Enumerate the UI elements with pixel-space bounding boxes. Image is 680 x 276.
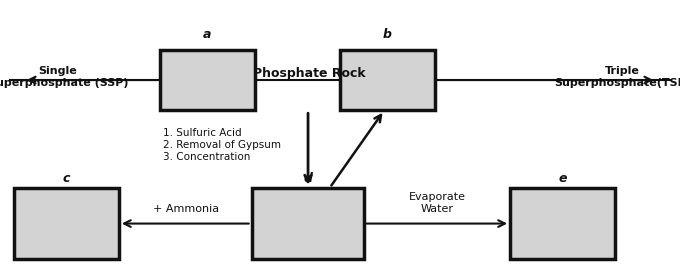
Text: + Ammonia: + Ammonia: [152, 204, 219, 214]
FancyBboxPatch shape: [160, 50, 255, 110]
Text: c: c: [63, 171, 70, 185]
Text: Evaporate
Water: Evaporate Water: [409, 192, 466, 214]
Text: d: d: [303, 171, 313, 185]
FancyBboxPatch shape: [252, 188, 364, 259]
FancyBboxPatch shape: [340, 50, 435, 110]
Text: e: e: [559, 171, 567, 185]
Text: a: a: [203, 28, 211, 41]
Text: Triple
Superphosphate(TSP): Triple Superphosphate(TSP): [554, 67, 680, 88]
FancyBboxPatch shape: [510, 188, 615, 259]
Text: Single
Superphosphate (SSP): Single Superphosphate (SSP): [0, 67, 128, 88]
Text: 1. Sulfuric Acid
2. Removal of Gypsum
3. Concentration: 1. Sulfuric Acid 2. Removal of Gypsum 3.…: [163, 128, 282, 161]
Text: Phosphate Rock: Phosphate Rock: [253, 67, 366, 80]
Text: b: b: [383, 28, 392, 41]
FancyBboxPatch shape: [14, 188, 119, 259]
